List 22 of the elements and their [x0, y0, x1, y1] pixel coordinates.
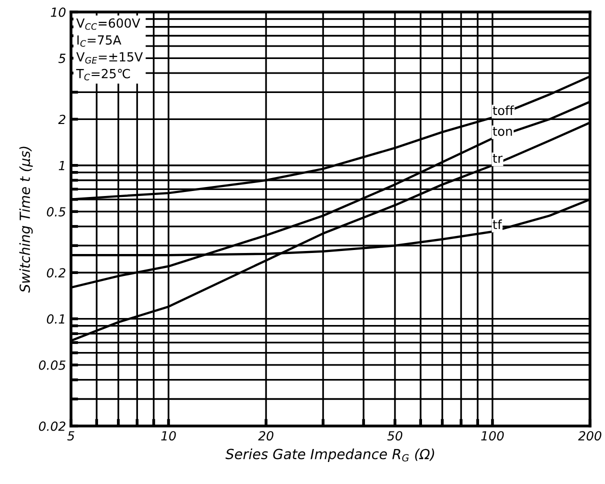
y-axis-title: Switching Time t (μs) — [19, 146, 33, 293]
y-tick-label: 0.5 — [46, 207, 66, 216]
text: V$_{CC}$=600V I$_{C}$=75A V$_{GE}$=±15V T$_{C}$=25℃ — [76, 18, 143, 80]
y-tick-label: 0.1 — [46, 314, 64, 324]
series-label: tf — [492, 220, 502, 230]
series-label: tr — [492, 154, 503, 163]
x-tick-label: 100 — [481, 431, 504, 441]
x-tick-label: 5 — [67, 431, 74, 441]
x-tick-label: 20 — [258, 431, 274, 441]
x-tick-label: 200 — [578, 431, 602, 441]
x-tick-label: 50 — [387, 431, 402, 441]
x-axis-title: Series Gate Impedance R$_{G}$ (Ω) — [226, 448, 434, 462]
y-tick-label: 5 — [58, 54, 66, 64]
x-tick-label: 10 — [161, 431, 176, 441]
y-tick-label: 2 — [58, 114, 66, 124]
y-tick-label: 0.2 — [46, 268, 66, 278]
y-tick-label: 0.05 — [38, 360, 66, 370]
y-tick-label: 1 — [58, 161, 64, 170]
y-tick-label: 0.02 — [38, 421, 66, 431]
series-label: toff — [492, 105, 514, 116]
series-label: ton — [492, 127, 512, 136]
y-tick-label: 10 — [50, 7, 66, 17]
